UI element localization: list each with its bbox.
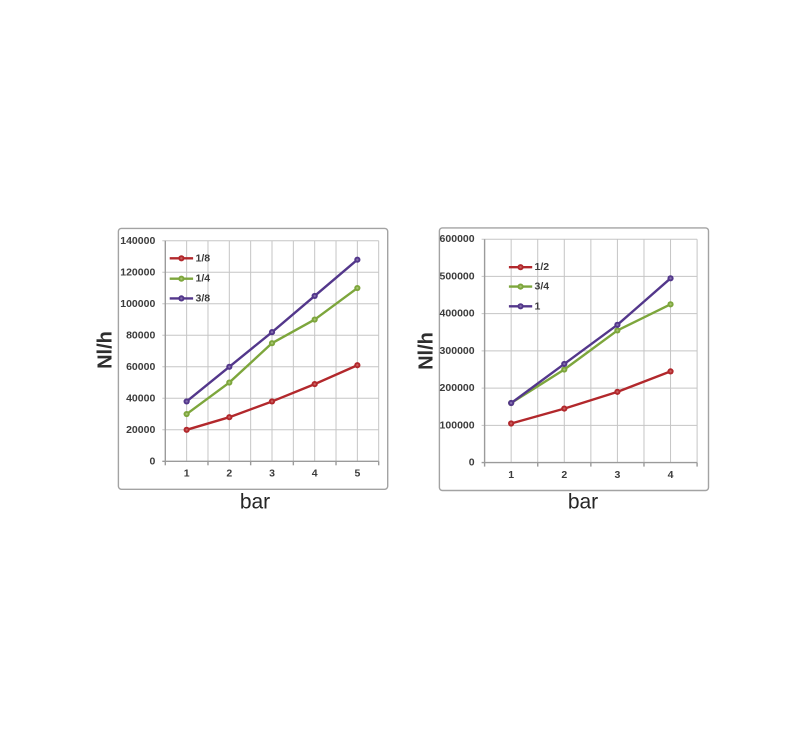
- svg-text:4: 4: [668, 469, 674, 481]
- svg-text:1/8: 1/8: [196, 252, 211, 264]
- svg-text:2: 2: [226, 468, 232, 480]
- svg-text:600000: 600000: [440, 233, 475, 245]
- svg-text:bar: bar: [240, 491, 270, 514]
- svg-text:bar: bar: [568, 491, 598, 514]
- svg-text:2: 2: [561, 469, 567, 481]
- svg-text:300000: 300000: [440, 345, 475, 357]
- svg-text:1: 1: [535, 300, 541, 312]
- svg-text:0: 0: [469, 457, 475, 469]
- svg-text:60000: 60000: [126, 361, 155, 373]
- svg-text:5: 5: [354, 468, 360, 480]
- svg-text:Nl/h: Nl/h: [95, 331, 117, 369]
- svg-text:3/4: 3/4: [535, 281, 550, 293]
- svg-text:1: 1: [508, 469, 514, 481]
- svg-text:1: 1: [184, 468, 190, 480]
- svg-text:Nl/h: Nl/h: [416, 332, 438, 370]
- svg-text:140000: 140000: [120, 235, 155, 247]
- svg-text:3: 3: [269, 468, 275, 480]
- svg-text:120000: 120000: [120, 266, 155, 278]
- svg-text:80000: 80000: [126, 329, 155, 341]
- svg-text:1/4: 1/4: [196, 273, 211, 285]
- svg-text:4: 4: [312, 468, 318, 480]
- svg-text:200000: 200000: [440, 382, 475, 394]
- svg-text:500000: 500000: [440, 270, 475, 282]
- svg-text:40000: 40000: [126, 392, 155, 404]
- svg-text:400000: 400000: [440, 308, 475, 320]
- svg-text:100000: 100000: [440, 419, 475, 431]
- svg-text:1/2: 1/2: [535, 261, 550, 273]
- svg-text:3: 3: [614, 469, 620, 481]
- svg-text:3/8: 3/8: [196, 292, 211, 304]
- svg-text:0: 0: [149, 455, 155, 467]
- svg-text:20000: 20000: [126, 424, 155, 436]
- svg-text:100000: 100000: [120, 298, 155, 310]
